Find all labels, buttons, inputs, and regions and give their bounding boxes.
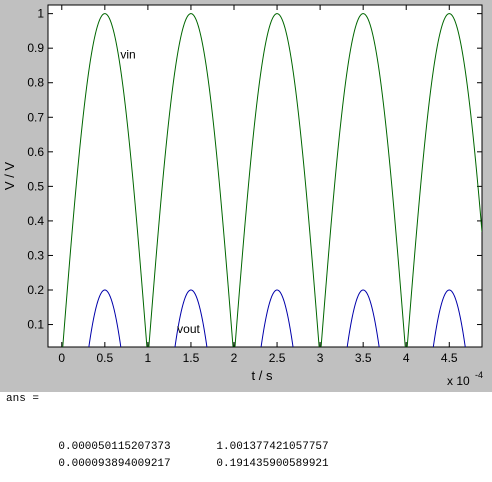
series-layer: [62, 13, 482, 347]
x-tick-label: 3: [317, 351, 324, 365]
y-tick-label: 0.8: [27, 76, 44, 90]
x-exponent-power: -4: [475, 370, 483, 380]
series-line-vin: [62, 13, 482, 347]
command-window-output: ans = 0.000050115207373 1.001377421057757…: [0, 392, 492, 470]
x-tick-label: 2: [231, 351, 238, 365]
x-tick-label: 1.5: [183, 351, 200, 365]
y-tick-label: 0.6: [27, 145, 44, 159]
y-tick-label: 1: [37, 7, 44, 21]
figure-panel: 0 0.5 1 1.5 2 2.5 3 3.5 4 4.5 0.1 0.2 0.3 0.4 0.5 0.6 0.…: [0, 0, 492, 392]
console-value: 0.000050115207373: [58, 441, 171, 453]
annotation-vin: vin: [120, 48, 135, 62]
y-tick-label: 0.3: [27, 248, 44, 262]
x-tick-label: 0.5: [96, 351, 113, 365]
y-tick-label: 0.4: [27, 214, 44, 228]
console-value: 1.001377421057757: [216, 441, 329, 453]
plot-area: [47, 4, 483, 348]
x-tick-label: 4: [403, 351, 410, 365]
annotation-vout: vout: [177, 322, 200, 336]
series-line-vout: [88, 289, 466, 347]
x-tick-label: 4.5: [441, 351, 458, 365]
x-tick-label: 2.5: [269, 351, 286, 365]
console-value: 0.000093894009217: [58, 458, 171, 470]
console-row: 0.000050115207373 1.001377421057757: [32, 429, 329, 465]
x-exponent-label: x 10: [447, 374, 470, 388]
console-ans-prompt: ans =: [6, 393, 40, 405]
y-tick-label: 0.5: [27, 179, 44, 193]
y-tick-label: 0.7: [27, 110, 44, 124]
console-value: 0.191435900589921: [216, 458, 329, 470]
console-row: 0.000093894009217 0.191435900589921: [32, 446, 329, 482]
x-tick-label: 0: [58, 351, 65, 365]
ticks-layer: [48, 5, 482, 347]
y-tick-label: 0.2: [27, 283, 44, 297]
line-chart: 0 0.5 1 1.5 2 2.5 3 3.5 4 4.5 0.1 0.2 0.3 0.4 0.5 0.6 0.…: [2, 4, 483, 388]
y-tick-label: 0.9: [27, 41, 44, 55]
y-axis-label: V / V: [2, 162, 17, 191]
x-axis-label: t / s: [252, 368, 273, 383]
y-tick-label: 0.1: [27, 318, 44, 332]
x-tick-label: 1: [145, 351, 152, 365]
x-tick-label: 3.5: [355, 351, 372, 365]
labels-layer: 0 0.5 1 1.5 2 2.5 3 3.5 4 4.5 0.1 0.2 0.3 0.4 0.5 0.6 0.…: [27, 7, 458, 365]
